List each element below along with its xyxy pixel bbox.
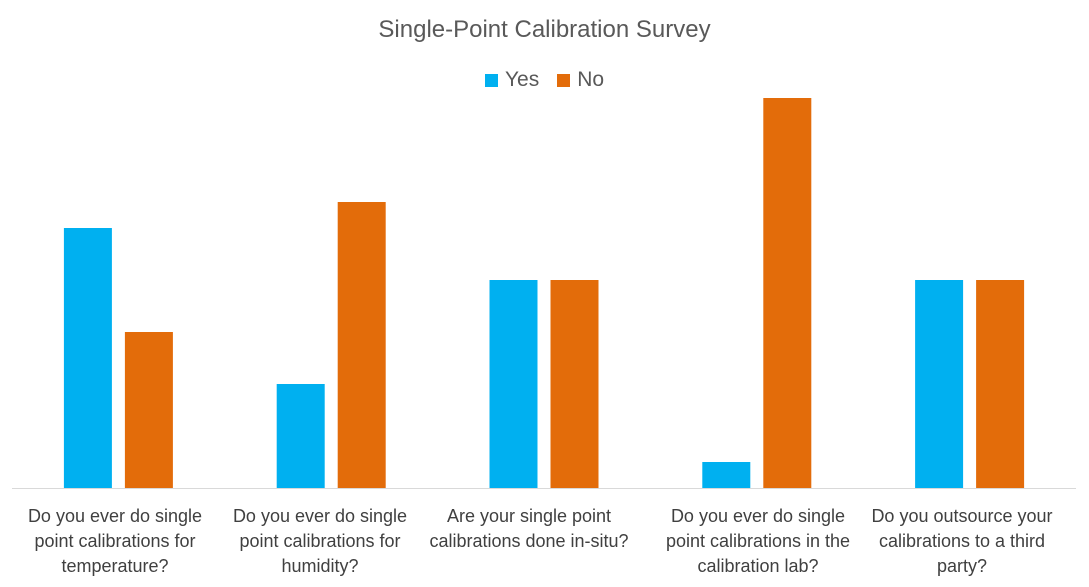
category-label-humidity: Do you ever do single point calibrations… [232, 506, 408, 576]
bar-no-outsource [976, 280, 1025, 488]
bar-no-temperature [124, 332, 173, 488]
legend-swatch-yes [484, 73, 498, 87]
category-label-temperature: Do you ever do single point calibrations… [27, 506, 203, 576]
bar-no-humidity [337, 202, 386, 488]
legend: Yes No [0, 68, 1089, 92]
bar-no-in-situ [550, 280, 599, 488]
legend-label-yes: Yes [504, 68, 540, 91]
bar-yes-humidity [276, 384, 325, 488]
legend-entry-yes: Yes [484, 68, 540, 92]
legend-label-no: No [577, 68, 605, 91]
bar-yes-outsource [915, 280, 964, 488]
legend-entry-no: No [557, 68, 604, 92]
category-label-outsource: Do you outsource your calibrations to a … [871, 506, 1053, 576]
chart-title: Single-Point Calibration Survey [378, 16, 711, 43]
bar-yes-calibration-lab [702, 462, 751, 488]
legend-swatch-no [557, 73, 571, 87]
category-label-calibration-lab: Do you ever do single point calibrations… [665, 506, 851, 576]
bar-yes-temperature [63, 228, 112, 488]
bar-yes-in-situ [489, 280, 538, 488]
category-label-in-situ: Are your single point calibrations done … [429, 506, 629, 551]
bar-no-calibration-lab [763, 98, 812, 488]
